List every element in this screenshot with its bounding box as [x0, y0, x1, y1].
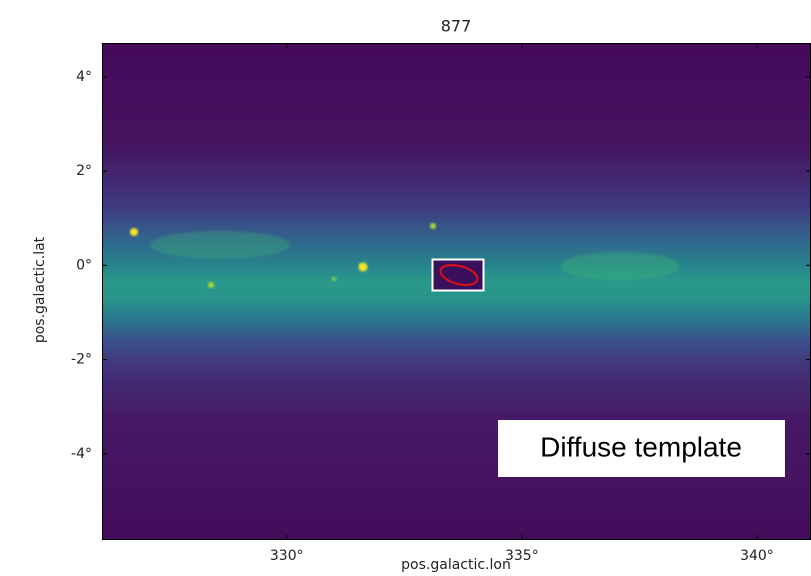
- y-tick-label: -4°: [71, 446, 92, 462]
- region-ellipse: [439, 264, 479, 286]
- source: [208, 282, 214, 288]
- chart-title: 877: [441, 17, 472, 36]
- sky-map: [102, 43, 811, 540]
- y-tick-label: 0°: [76, 257, 92, 273]
- x-tick-label: 340°: [740, 548, 774, 564]
- emission-blob: [150, 231, 290, 259]
- y-axis-label: pos.galactic.lat: [32, 236, 48, 343]
- x-axis-label: pos.galactic.lon: [401, 557, 511, 573]
- annotation-box: [498, 420, 785, 477]
- source: [331, 276, 337, 282]
- y-tick-label: -2°: [71, 352, 92, 368]
- emission-blob: [560, 252, 680, 280]
- y-tick-label: 2°: [76, 163, 92, 179]
- annotation: Diffuse template: [540, 431, 742, 462]
- source: [430, 223, 436, 229]
- x-tick-label: 335°: [505, 548, 539, 564]
- x-tick-label: 330°: [270, 548, 304, 564]
- y-tick-label: 4°: [76, 69, 92, 85]
- source: [130, 228, 138, 236]
- source: [358, 262, 368, 272]
